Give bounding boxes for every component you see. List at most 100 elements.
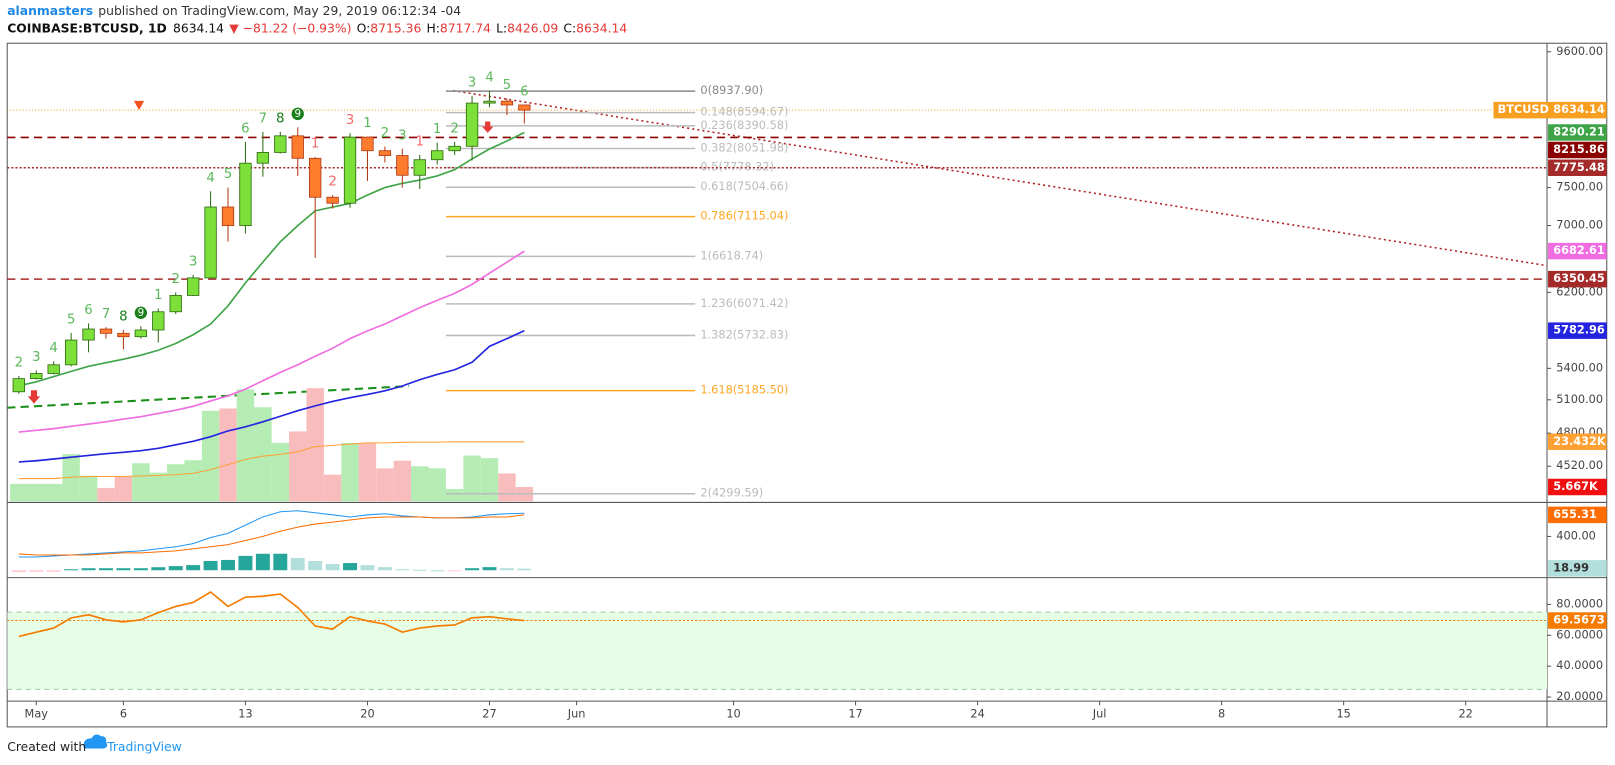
ohlc-key: C:: [563, 21, 576, 35]
fib-label: 0.618(7504.66): [700, 179, 788, 193]
macd-histogram-bar: [308, 560, 323, 571]
price-tag-label: 7775.48: [1553, 160, 1605, 174]
ohlc-value: 8715.36: [370, 21, 421, 35]
volume-bar: [79, 475, 98, 502]
volume-bar: [480, 458, 499, 502]
ohlc-key: O:: [357, 21, 371, 35]
td-count: 2: [381, 126, 390, 141]
candle-body: [134, 329, 148, 338]
signal-triangle: [133, 100, 145, 111]
fib-label: 0.5(7778.32): [700, 160, 774, 174]
td-count: 2: [15, 356, 24, 371]
fib-label: 1.382(5732.83): [700, 327, 788, 341]
td-count: 1: [416, 134, 425, 149]
macd-histogram-bar: [395, 569, 410, 571]
volume-bar: [271, 442, 290, 502]
macd-histogram-bar: [133, 568, 148, 571]
symbol: COINBASE:BTCUSD, 1D: [7, 21, 167, 35]
candle-body: [378, 150, 392, 156]
volume-bar: [201, 410, 220, 502]
ohlc-value: 8426.09: [507, 21, 558, 35]
support-trend-line: [7, 385, 409, 409]
footer-brand: TradingView: [106, 740, 182, 754]
moving-average: [18, 131, 525, 387]
candle-body: [47, 364, 60, 374]
fib-label: 2(4299.59): [700, 486, 763, 500]
macd-histogram-bar: [64, 569, 79, 571]
price-tag-label: 5782.96: [1553, 323, 1605, 337]
overlay: alanmasters published on TradingView.com,…: [7, 4, 1607, 754]
volume-bar: [323, 474, 342, 502]
td-count: 6: [241, 121, 250, 136]
td-count: 5: [503, 78, 512, 93]
macd-histogram-bar: [46, 570, 61, 572]
td-count: 8: [119, 310, 128, 325]
candle-body: [343, 136, 357, 204]
td-count: 2: [171, 272, 180, 287]
x-tick-label: 27: [482, 707, 496, 721]
td-count: 3: [32, 350, 41, 365]
rsi-band: [7, 612, 1548, 690]
price-tag: [1548, 433, 1607, 451]
macd-histogram-bar: [116, 568, 131, 571]
candle-body: [239, 162, 252, 226]
td-count: 2: [450, 121, 459, 136]
candle-body: [431, 150, 444, 161]
td-circle: [134, 306, 148, 319]
y-tick-label: 20.0000: [1556, 689, 1603, 703]
macd-histogram-bar: [499, 568, 514, 571]
td-count: 1: [154, 288, 163, 303]
y-tick-label: 7000.00: [1556, 218, 1603, 232]
td-count: 5: [224, 167, 233, 182]
ohlc-value: 8634.14: [576, 21, 627, 35]
price-tag-label: 6682.61: [1553, 243, 1605, 257]
candle-body: [64, 339, 78, 366]
td-count: 8: [276, 111, 285, 126]
td-count: 6: [84, 303, 93, 318]
macd-histogram-bar: [360, 565, 375, 571]
signal-arrow: [482, 121, 494, 133]
price-tag: [1548, 506, 1607, 524]
price-pane: 0(8937.90) 0.148(8594.67)0.236(8390.58) 0.…: [7, 71, 1548, 502]
x-tick-label: 22: [1458, 707, 1472, 721]
macd-histogram-bar: [186, 565, 201, 571]
price-tag-label: 655.31: [1553, 507, 1597, 521]
volume-bar: [167, 464, 185, 502]
td-circle: [291, 107, 304, 121]
macd-histogram-bar: [290, 557, 305, 571]
td-count: 7: [259, 111, 268, 126]
chart-frame: [6, 42, 1608, 728]
signal-line: [18, 514, 525, 556]
candle-body: [326, 196, 339, 204]
price-tag: [1548, 322, 1607, 339]
price-tag: [1548, 560, 1607, 577]
volume-bar: [219, 408, 237, 502]
last-price: 8634.14: [173, 21, 224, 35]
td-count: 2: [328, 175, 337, 190]
macd-pane: [11, 510, 532, 573]
volume-bar: [393, 460, 412, 502]
td-count: 1: [433, 122, 442, 137]
x-tick-label: 17: [848, 707, 862, 721]
volume-ma-line: [18, 441, 525, 480]
y-tick-label: 9600.00: [1556, 44, 1603, 58]
y-tick-label: 5400.00: [1556, 360, 1603, 374]
td-count: 9: [294, 108, 301, 120]
td-count: 4: [485, 71, 494, 86]
macd-histogram-bar: [273, 553, 288, 571]
fib-label: 0.148(8594.67): [700, 105, 788, 119]
candle-body: [221, 206, 235, 226]
macd-histogram-bar: [412, 569, 427, 571]
candle-body: [274, 135, 287, 153]
fib-label: 0(8937.90): [700, 83, 763, 97]
ohlc-value: 8717.74: [440, 21, 491, 35]
candle-body: [82, 328, 95, 341]
fib-label: 0.382(8051.98): [700, 141, 788, 155]
price-tag: [1548, 242, 1607, 260]
tradingview-logo: [83, 734, 108, 749]
candle-body: [117, 332, 130, 338]
volume-bar: [97, 487, 115, 502]
candle-body: [169, 295, 182, 313]
td-count: 4: [49, 341, 58, 356]
